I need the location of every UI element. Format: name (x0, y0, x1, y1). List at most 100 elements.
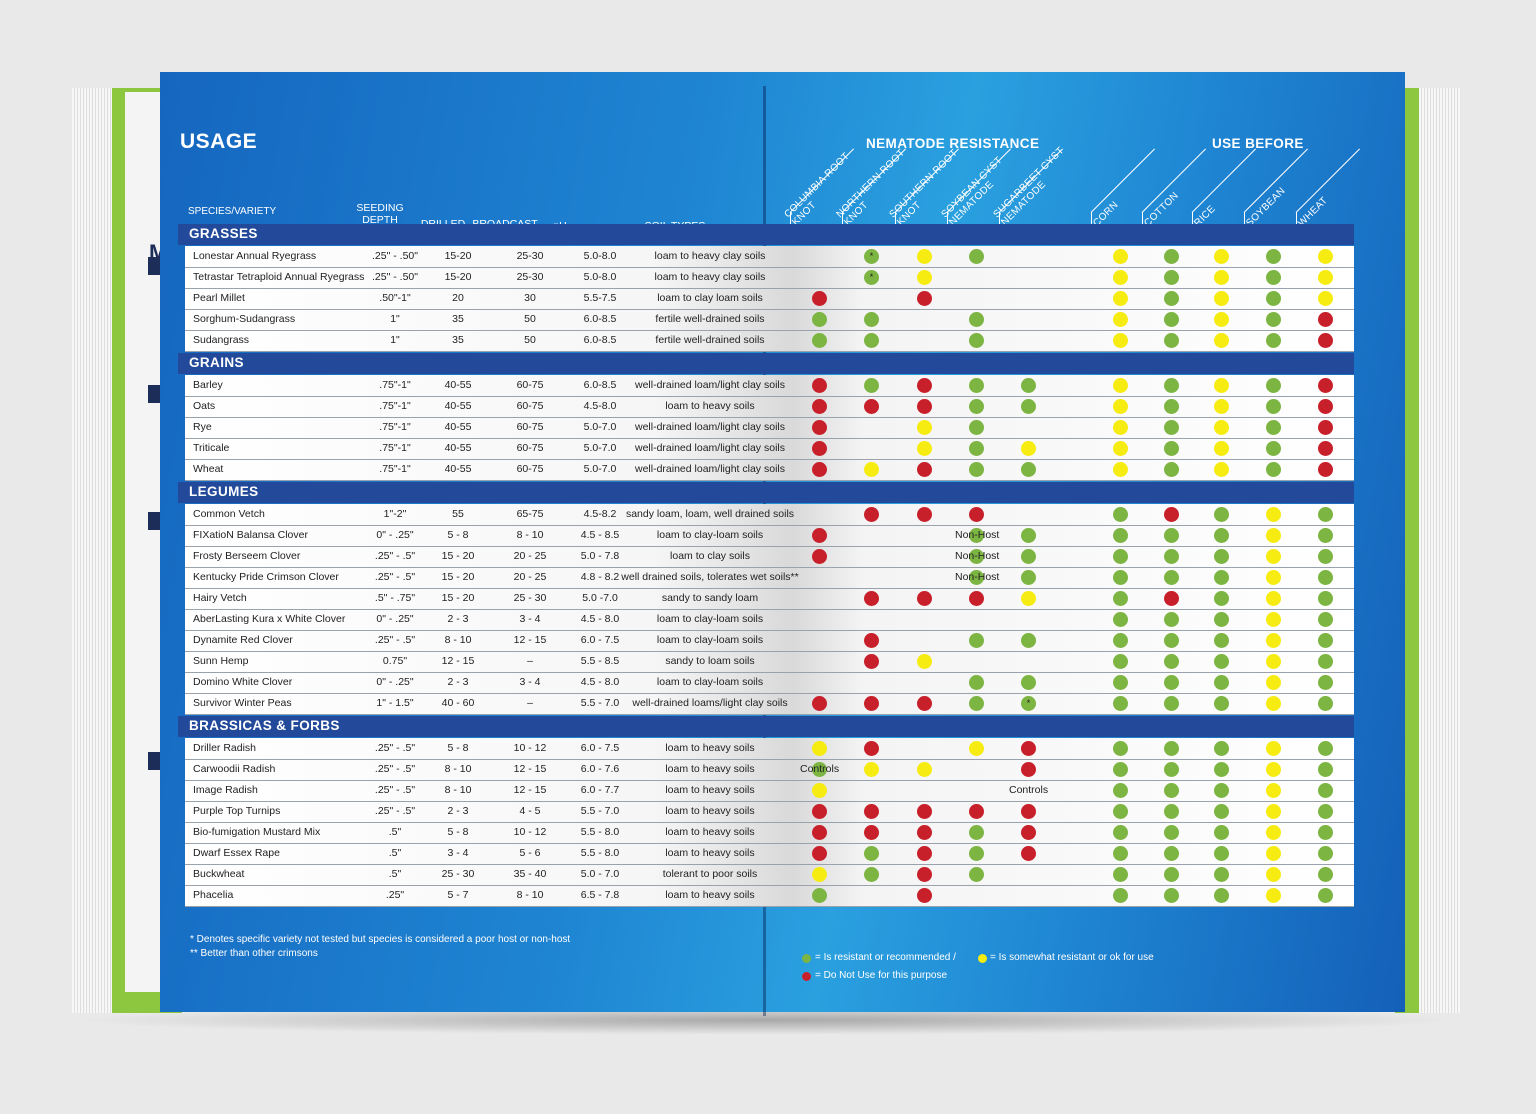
seeding-depth: 0" - .25" (376, 613, 414, 625)
rating-dot (1266, 675, 1281, 690)
rating-dot (812, 312, 827, 327)
broadcast-rate: 25-30 (516, 271, 544, 283)
soil-type: loam to heavy soils (665, 826, 755, 838)
rating-dot (1113, 591, 1128, 606)
rating-dot (1164, 591, 1179, 606)
rating-dot (1266, 825, 1281, 840)
rating-dot (1214, 291, 1229, 306)
broadcast-rate: 8 - 10 (516, 529, 544, 541)
broadcast-rate: 10 - 12 (513, 742, 547, 754)
rating-dot (1214, 441, 1229, 456)
rating-dot (969, 312, 984, 327)
rating-dot (812, 762, 827, 777)
rating-dot (969, 804, 984, 819)
species-name: Pearl Millet (193, 292, 245, 304)
ph-range: 5.0 - 7.8 (580, 550, 620, 562)
soil-type: loam to clay soils (670, 550, 750, 562)
rating-dot (1164, 888, 1179, 903)
rating-dot (1266, 399, 1281, 414)
broadcast-rate: 8 - 10 (516, 889, 544, 901)
table-row: Sudangrass 1" 35 50 6.0-8.5 fertile well-drai… (185, 330, 1354, 352)
rating-dot (917, 762, 932, 777)
seeding-depth: 1" - 1.5" (376, 697, 414, 709)
rating-dot (1164, 549, 1179, 564)
rating-dot (969, 249, 984, 264)
rating-dot (1266, 633, 1281, 648)
rating-dot (1164, 846, 1179, 861)
table-row: Pearl Millet .50"-1" 20 30 5.5-7.5 loam to cl… (185, 288, 1354, 310)
rating-dot (1266, 549, 1281, 564)
seeding-depth: .25" - .5" (374, 742, 416, 754)
species-name: Barley (193, 379, 223, 391)
table-row: Dwarf Essex Rape .5" 3 - 4 5 - 6 5.5 - 8.0 lo… (185, 843, 1354, 865)
rating-dot (1164, 804, 1179, 819)
species-name: Sorghum-Sudangrass (193, 313, 296, 325)
rating-dot (1113, 549, 1128, 564)
rating-dot (969, 462, 984, 477)
rating-dot (1164, 612, 1179, 627)
soil-type: well-drained loams/light clay soils (632, 697, 788, 709)
rating-dot (1318, 570, 1333, 585)
rating-dot (1266, 570, 1281, 585)
rating-dot (1266, 804, 1281, 819)
rating-dot (1214, 507, 1229, 522)
rating-dot (1318, 291, 1333, 306)
table-row: Image Radish .25" - .5" 8 - 10 12 - 15 6.0 -… (185, 780, 1354, 802)
rating-dot (1164, 291, 1179, 306)
rating-dot (1164, 399, 1179, 414)
rating-dot (812, 441, 827, 456)
rating-dot (812, 888, 827, 903)
rating-dot (1266, 528, 1281, 543)
rating-dot (1318, 762, 1333, 777)
species-name: FIXatioN Balansa Clover (193, 529, 308, 541)
header-nematode-resistance: NEMATODE RESISTANCE (866, 136, 1040, 151)
table-row: Lonestar Annual Ryegrass .25" - .50" 15-20… (185, 246, 1354, 268)
seeding-depth: .25" - .5" (374, 763, 416, 775)
section-band: LEGUMES (178, 482, 1354, 503)
rating-dot (1113, 612, 1128, 627)
rating-dot (1318, 333, 1333, 348)
rating-dot (917, 867, 932, 882)
rating-dot (1214, 783, 1229, 798)
rating-dot (1164, 528, 1179, 543)
header-diagonal (1191, 148, 1256, 213)
soil-type: loam to heavy soils (665, 742, 755, 754)
rating-dot (969, 633, 984, 648)
rating-dot (1214, 741, 1229, 756)
ph-range: 4.5-8.0 (583, 400, 617, 412)
soil-type: sandy loam, loam, well drained soils (625, 508, 795, 520)
seeding-depth: 1"-2" (383, 508, 407, 520)
rating-dot (1266, 249, 1281, 264)
table-row: Carwoodii Radish .25" - .5" 8 - 10 12 - 15 6… (185, 759, 1354, 781)
rating-dot (1021, 675, 1036, 690)
rating-dot (1214, 399, 1229, 414)
soil-type: sandy to loam soils (665, 655, 755, 667)
broadcast-rate: 60-75 (516, 463, 544, 475)
rating-dot (969, 570, 984, 585)
section-rows: Barley .75"-1" 40-55 60-75 6.0-8.5 well-drain… (185, 375, 1354, 481)
rating-dot (1113, 762, 1128, 777)
species-name: Rye (193, 421, 212, 433)
broadcast-rate: 20 - 25 (513, 550, 547, 562)
rating-dot (1164, 825, 1179, 840)
soil-type: loam to heavy soils (665, 763, 755, 775)
rating-dot (969, 528, 984, 543)
soil-type: loam to heavy soils (665, 805, 755, 817)
rating-dot (917, 888, 932, 903)
rating-dot (1318, 507, 1333, 522)
rating-dot (1113, 570, 1128, 585)
table-row: Driller Radish .25" - .5" 5 - 8 10 - 12 6.0 … (185, 738, 1354, 760)
header-divider (1244, 212, 1245, 234)
rating-dot (969, 675, 984, 690)
ph-range: 4.5 - 8.5 (580, 529, 620, 541)
rating-dot (1266, 888, 1281, 903)
rating-dot (969, 825, 984, 840)
rating-dot (812, 528, 827, 543)
rating-dot (969, 549, 984, 564)
species-name: Carwoodii Radish (193, 763, 276, 775)
seeding-depth: .25" - .50" (372, 250, 418, 262)
rating-dot (917, 654, 932, 669)
soil-type: loam to heavy soils (665, 400, 755, 412)
drilled-rate: 5 - 7 (447, 889, 469, 901)
ph-range: 5.0-7.0 (583, 463, 617, 475)
